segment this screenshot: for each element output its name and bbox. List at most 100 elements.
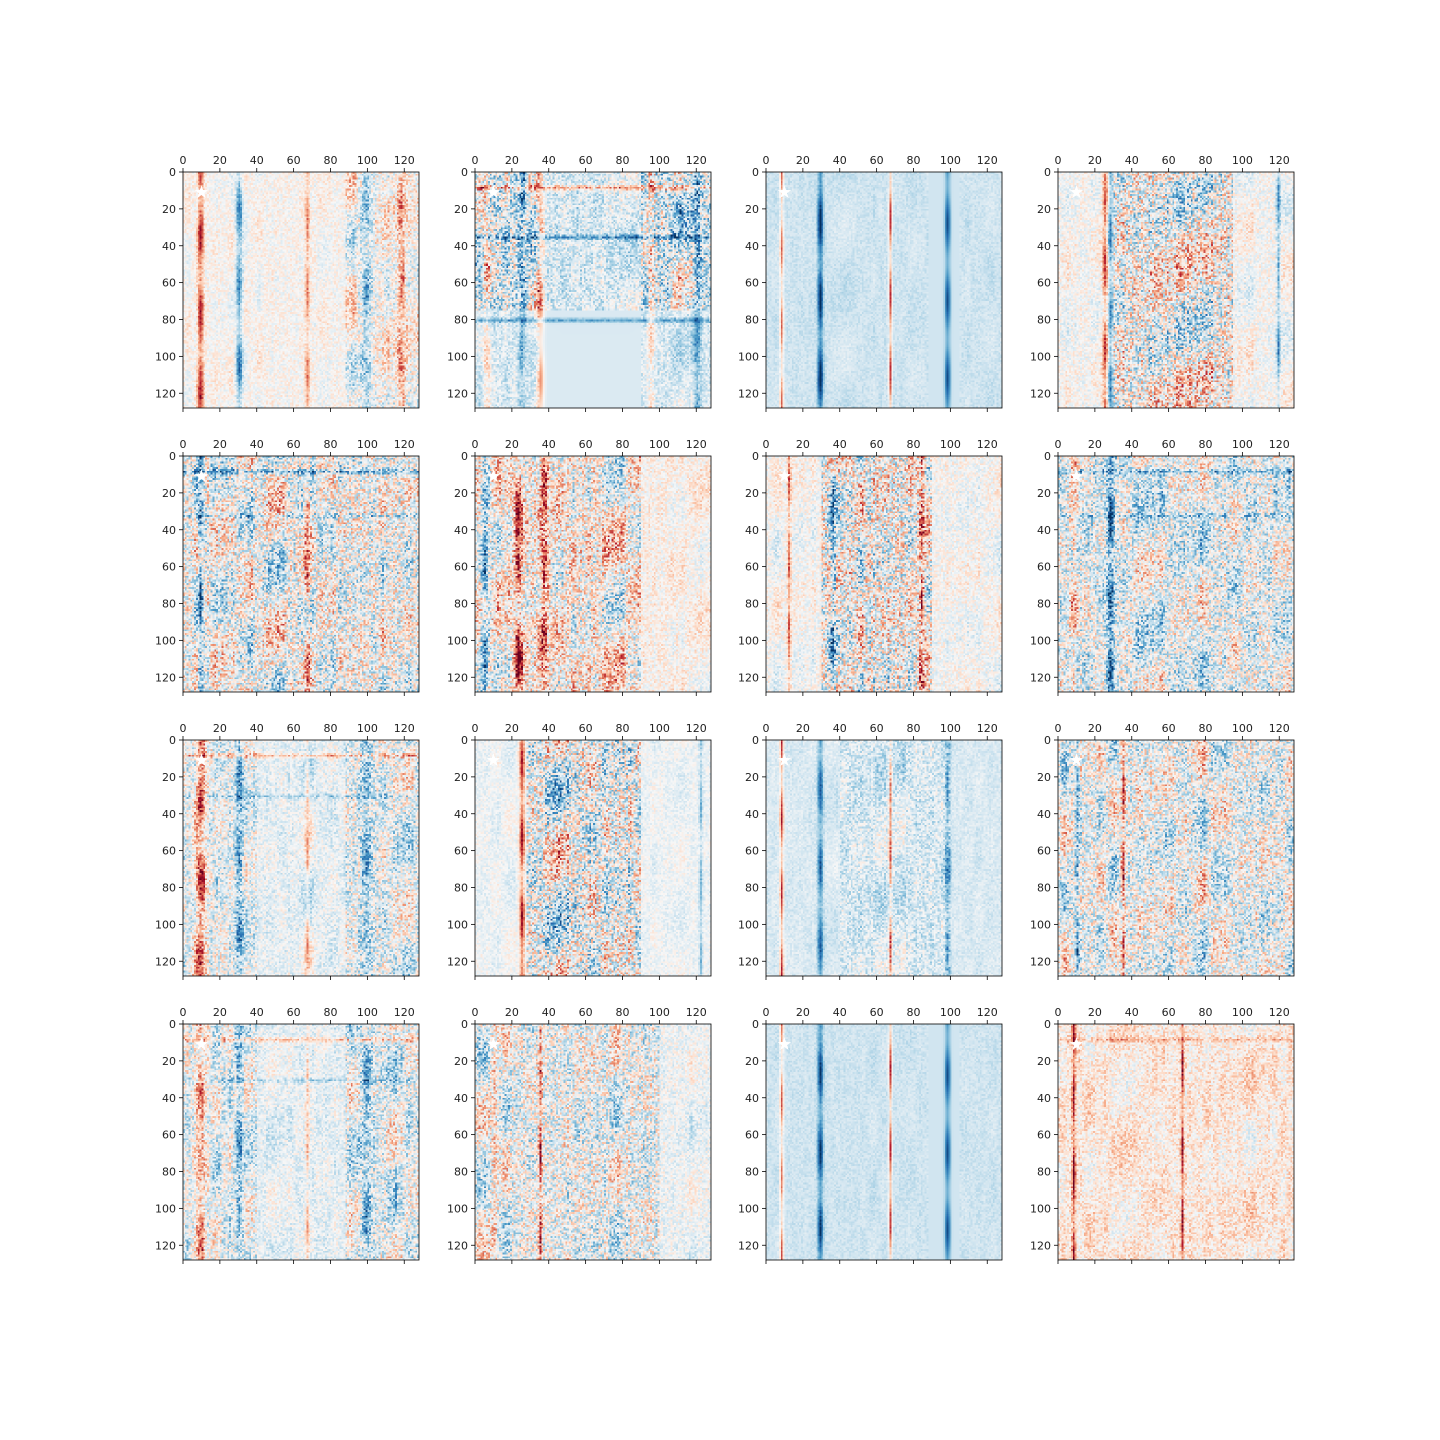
y-tick-label: 40 — [454, 808, 468, 821]
x-tick-label: 80 — [616, 438, 630, 451]
star-marker — [486, 469, 501, 482]
y-tick-label: 40 — [454, 1092, 468, 1105]
x-tick-label: 40 — [250, 154, 264, 167]
y-tick-label: 80 — [1037, 1166, 1051, 1179]
x-tick-label: 100 — [649, 438, 670, 451]
x-tick-label: 20 — [1088, 1006, 1102, 1019]
heatmap-image — [1058, 1024, 1294, 1260]
star-marker — [777, 1037, 792, 1050]
y-tick-label: 60 — [745, 277, 759, 290]
y-tick-label: 20 — [162, 487, 176, 500]
x-tick-label: 80 — [616, 1006, 630, 1019]
y-tick-label: 40 — [454, 524, 468, 537]
y-tick-label: 40 — [454, 240, 468, 253]
y-tick-label: 120 — [447, 671, 468, 684]
y-tick-label: 80 — [162, 598, 176, 611]
y-tick-label: 0 — [461, 166, 468, 179]
y-tick-label: 120 — [155, 955, 176, 968]
y-tick-label: 60 — [162, 845, 176, 858]
axes-frame — [474, 171, 712, 409]
y-tick-label: 60 — [162, 277, 176, 290]
y-tick-label: 40 — [745, 808, 759, 821]
heatmap-panel: 0 20 40 60 80 100 120 0 20 40 60 80 100 120 — [447, 722, 712, 980]
x-tick-label: 80 — [324, 1006, 338, 1019]
x-tick-label: 80 — [616, 154, 630, 167]
axes-frame — [182, 739, 420, 977]
y-tick-label: 60 — [745, 1129, 759, 1142]
x-tick-label: 60 — [579, 1006, 593, 1019]
x-tick-label: 80 — [1199, 1006, 1213, 1019]
y-tick-label: 100 — [447, 1202, 468, 1215]
y-tick-label: 120 — [155, 671, 176, 684]
star-marker — [194, 1037, 209, 1050]
axes-frame — [1057, 171, 1295, 409]
y-tick-label: 0 — [169, 1018, 176, 1031]
y-tick-label: 100 — [1030, 350, 1051, 363]
y-tick-label: 80 — [454, 598, 468, 611]
x-tick-label: 100 — [649, 722, 670, 735]
y-tick-label: 80 — [745, 882, 759, 895]
y-tick-label: 0 — [1044, 1018, 1051, 1031]
y-tick-label: 120 — [1030, 387, 1051, 400]
y-tick-label: 100 — [447, 918, 468, 931]
y-tick-label: 40 — [162, 240, 176, 253]
x-tick-label: 80 — [907, 722, 921, 735]
x-tick-label: 100 — [940, 722, 961, 735]
x-tick-label: 60 — [287, 722, 301, 735]
star-marker — [486, 753, 501, 766]
x-tick-label: 40 — [833, 1006, 847, 1019]
y-tick-label: 40 — [162, 1092, 176, 1105]
x-tick-label: 20 — [796, 438, 810, 451]
y-tick-label: 40 — [745, 1092, 759, 1105]
x-tick-label: 120 — [1269, 438, 1290, 451]
y-tick-label: 0 — [461, 1018, 468, 1031]
axes-frame — [765, 1023, 1003, 1261]
axes-frame — [765, 171, 1003, 409]
x-tick-label: 100 — [1232, 722, 1253, 735]
y-tick-label: 0 — [461, 734, 468, 747]
y-tick-label: 120 — [155, 387, 176, 400]
y-tick-label: 20 — [745, 203, 759, 216]
axes-frame — [765, 739, 1003, 977]
x-tick-label: 100 — [649, 1006, 670, 1019]
y-tick-label: 0 — [169, 734, 176, 747]
star-marker — [777, 469, 792, 482]
x-tick-label: 40 — [1125, 154, 1139, 167]
y-tick-label: 20 — [1037, 1055, 1051, 1068]
heatmap-panel: 0 20 40 60 80 100 120 0 20 40 60 80 100 120 — [1030, 438, 1295, 696]
x-tick-label: 120 — [686, 1006, 707, 1019]
y-tick-label: 40 — [1037, 524, 1051, 537]
x-tick-label: 40 — [833, 438, 847, 451]
x-tick-label: 120 — [394, 154, 415, 167]
x-tick-label: 100 — [1232, 438, 1253, 451]
x-tick-label: 0 — [472, 438, 479, 451]
x-tick-label: 40 — [833, 722, 847, 735]
x-tick-label: 100 — [357, 154, 378, 167]
x-tick-label: 0 — [472, 154, 479, 167]
heatmap-image — [183, 172, 419, 408]
x-tick-label: 120 — [977, 722, 998, 735]
y-tick-label: 120 — [738, 671, 759, 684]
star-marker — [777, 753, 792, 766]
x-tick-label: 20 — [505, 1006, 519, 1019]
x-tick-label: 60 — [870, 722, 884, 735]
heatmap-image — [475, 172, 711, 408]
star-marker — [1069, 753, 1084, 766]
y-tick-label: 120 — [447, 955, 468, 968]
x-tick-label: 60 — [870, 1006, 884, 1019]
heatmap-panel: 0 20 40 60 80 100 120 0 20 40 60 80 100 120 — [155, 722, 420, 980]
x-tick-label: 20 — [505, 438, 519, 451]
y-tick-label: 100 — [1030, 918, 1051, 931]
x-tick-label: 100 — [1232, 154, 1253, 167]
star-marker — [486, 1037, 501, 1050]
axes-frame — [1057, 739, 1295, 977]
x-tick-label: 100 — [357, 1006, 378, 1019]
y-tick-label: 20 — [454, 203, 468, 216]
x-tick-label: 0 — [180, 438, 187, 451]
y-tick-label: 120 — [738, 1239, 759, 1252]
y-tick-label: 80 — [745, 1166, 759, 1179]
heatmap-image — [475, 740, 711, 976]
x-tick-label: 100 — [940, 438, 961, 451]
axes-frame — [1057, 455, 1295, 693]
